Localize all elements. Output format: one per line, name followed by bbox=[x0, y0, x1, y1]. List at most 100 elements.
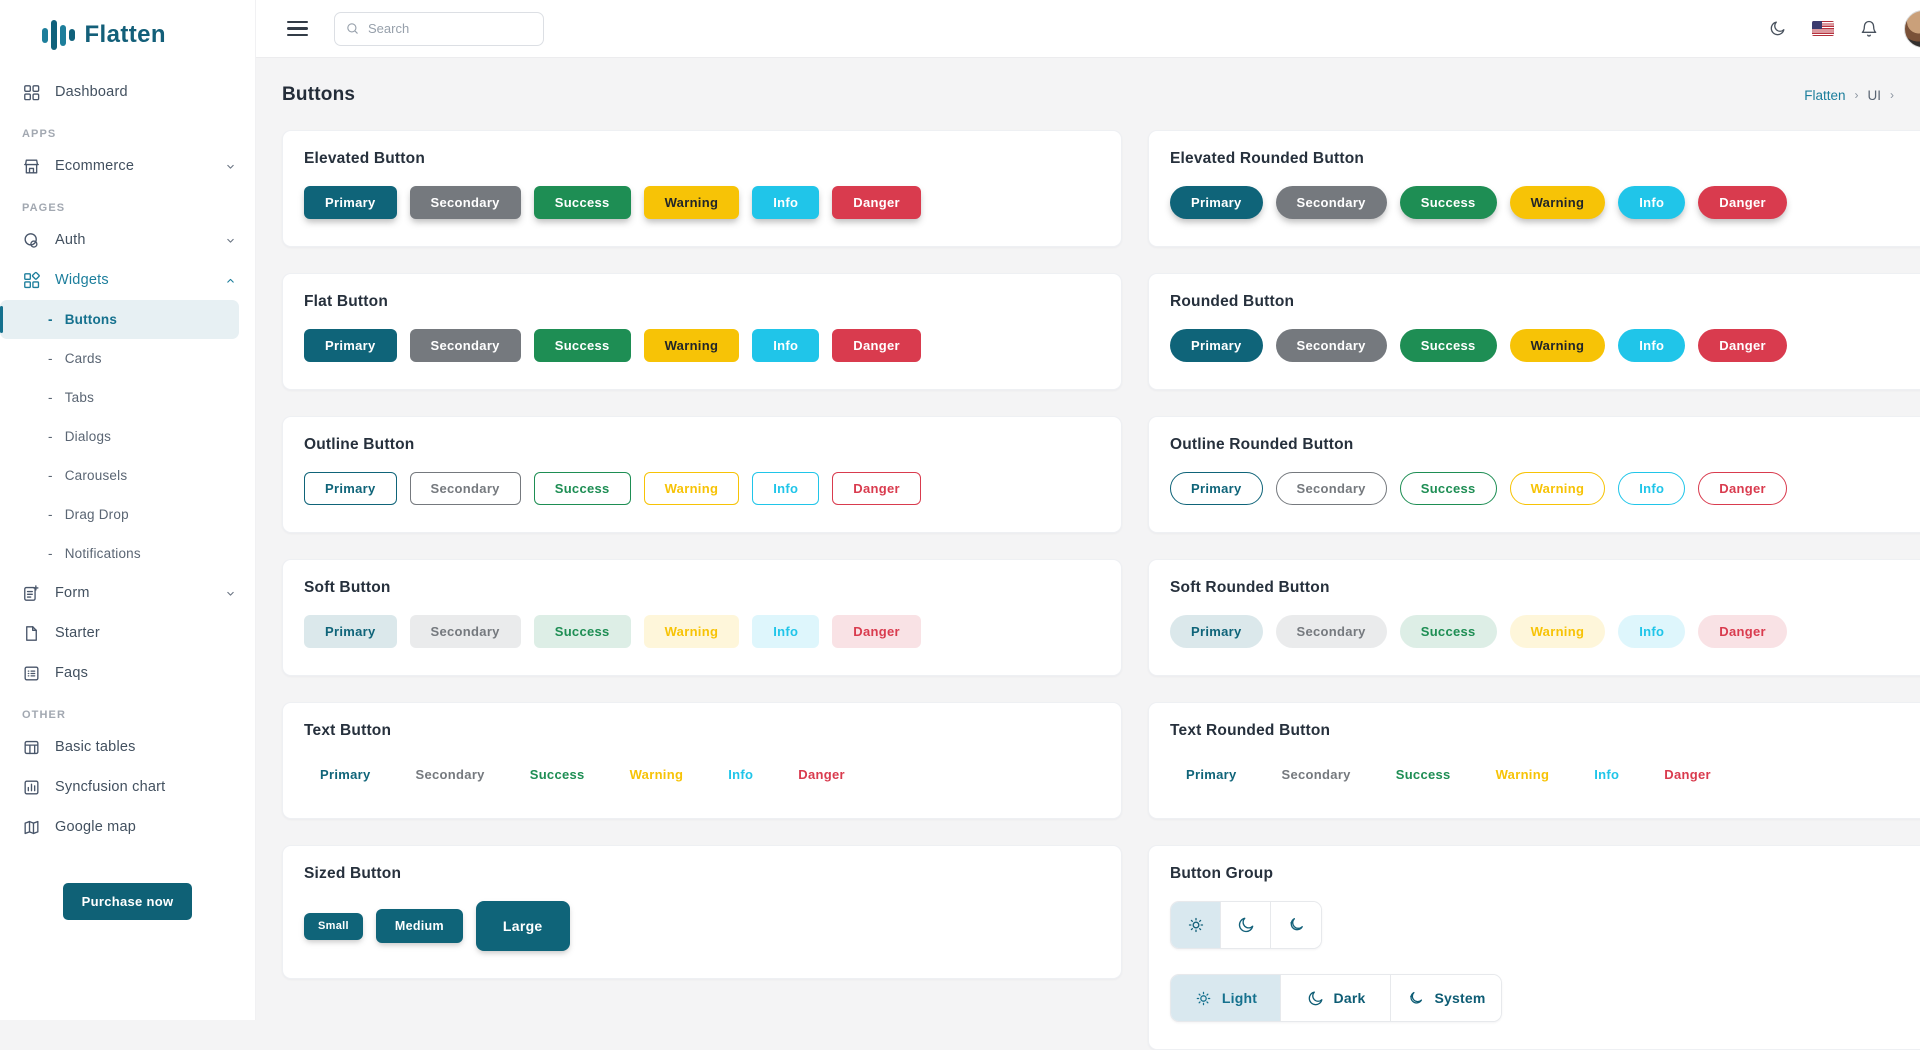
elevated-primary-button[interactable]: Primary bbox=[304, 186, 397, 219]
text-secondary-button[interactable]: Secondary bbox=[400, 758, 501, 791]
sidebar-subitem-notifications[interactable]: - Notifications bbox=[0, 534, 239, 573]
flat-danger-button[interactable]: Danger bbox=[832, 329, 921, 362]
outline-rounded-success-button[interactable]: Success bbox=[1399, 472, 1497, 505]
sidebar-item-widgets[interactable]: Widgets bbox=[0, 260, 255, 300]
sidebar-item-form[interactable]: Form bbox=[0, 573, 255, 613]
elevated-rounded-info-button[interactable]: Info bbox=[1618, 186, 1686, 219]
elevated-info-button[interactable]: Info bbox=[752, 186, 820, 219]
theme-dark-icon-button[interactable] bbox=[1221, 902, 1271, 948]
card-elevated-button: Elevated Button Primary Secondary Success Wa… bbox=[282, 130, 1122, 247]
text-rounded-primary-button[interactable]: Primary bbox=[1170, 758, 1253, 791]
soft-rounded-info-button[interactable]: Info bbox=[1618, 615, 1686, 648]
sidebar-item-faqs[interactable]: Faqs bbox=[0, 653, 255, 693]
flat-rounded-secondary-button[interactable]: Secondary bbox=[1275, 329, 1387, 362]
theme-dark-button[interactable]: Dark bbox=[1281, 975, 1391, 1021]
outline-rounded-warning-button[interactable]: Warning bbox=[1509, 472, 1606, 505]
elevated-rounded-secondary-button[interactable]: Secondary bbox=[1275, 186, 1387, 219]
sidebar-subitem-drag-drop[interactable]: - Drag Drop bbox=[0, 495, 239, 534]
flat-rounded-info-button[interactable]: Info bbox=[1618, 329, 1686, 362]
text-warning-button[interactable]: Warning bbox=[614, 758, 700, 791]
text-info-button[interactable]: Info bbox=[712, 758, 769, 791]
sidebar-subitem-cards[interactable]: - Cards bbox=[0, 339, 239, 378]
soft-rounded-secondary-button[interactable]: Secondary bbox=[1275, 615, 1387, 648]
soft-rounded-success-button[interactable]: Success bbox=[1399, 615, 1497, 648]
bell-icon[interactable] bbox=[1859, 19, 1879, 39]
sidebar-subitem-tabs[interactable]: - Tabs bbox=[0, 378, 239, 417]
text-rounded-warning-button[interactable]: Warning bbox=[1480, 758, 1566, 791]
moon-icon[interactable] bbox=[1768, 19, 1787, 38]
text-success-button[interactable]: Success bbox=[514, 758, 601, 791]
text-rounded-secondary-button[interactable]: Secondary bbox=[1266, 758, 1367, 791]
flat-warning-button[interactable]: Warning bbox=[643, 329, 740, 362]
sidebar-item-label: Faqs bbox=[55, 665, 89, 681]
outline-rounded-info-button[interactable]: Info bbox=[1618, 472, 1686, 505]
flat-rounded-success-button[interactable]: Success bbox=[1399, 329, 1497, 362]
sidebar-item-starter[interactable]: Starter bbox=[0, 613, 255, 653]
theme-system-icon-button[interactable] bbox=[1271, 902, 1321, 948]
soft-rounded-danger-button[interactable]: Danger bbox=[1698, 615, 1787, 648]
outline-success-button[interactable]: Success bbox=[533, 472, 631, 505]
elevated-danger-button[interactable]: Danger bbox=[832, 186, 921, 219]
soft-rounded-warning-button[interactable]: Warning bbox=[1509, 615, 1606, 648]
lg-size-button[interactable]: Large bbox=[475, 901, 570, 951]
flat-primary-button[interactable]: Primary bbox=[304, 329, 397, 362]
elevated-rounded-success-button[interactable]: Success bbox=[1399, 186, 1497, 219]
text-primary-button[interactable]: Primary bbox=[304, 758, 387, 791]
text-rounded-info-button[interactable]: Info bbox=[1578, 758, 1635, 791]
breadcrumb-item-flatten[interactable]: Flatten bbox=[1804, 87, 1846, 103]
us-flag-icon[interactable] bbox=[1812, 21, 1834, 36]
soft-warning-button[interactable]: Warning bbox=[643, 615, 740, 648]
sidebar-item-auth[interactable]: Auth bbox=[0, 220, 255, 260]
theme-light-icon-button[interactable] bbox=[1171, 902, 1221, 948]
widgets-icon bbox=[24, 271, 40, 288]
outline-danger-button[interactable]: Danger bbox=[832, 472, 921, 505]
card-outline-rounded-button: Outline Rounded Button Primary Secondary Su… bbox=[1148, 416, 1920, 533]
sidebar-item-basic-tables[interactable]: Basic tables bbox=[0, 727, 255, 767]
elevated-success-button[interactable]: Success bbox=[533, 186, 631, 219]
soft-info-button[interactable]: Info bbox=[752, 615, 820, 648]
outline-rounded-primary-button[interactable]: Primary bbox=[1170, 472, 1263, 505]
soft-success-button[interactable]: Success bbox=[533, 615, 631, 648]
flat-info-button[interactable]: Info bbox=[752, 329, 820, 362]
soft-primary-button[interactable]: Primary bbox=[304, 615, 397, 648]
sidebar-subitem-buttons[interactable]: - Buttons bbox=[0, 300, 239, 339]
elevated-rounded-primary-button[interactable]: Primary bbox=[1170, 186, 1263, 219]
outline-rounded-secondary-button[interactable]: Secondary bbox=[1275, 472, 1387, 505]
sidebar-item-syncfusion-chart[interactable]: Syncfusion chart bbox=[0, 767, 255, 807]
sidebar-subitem-carousels[interactable]: - Carousels bbox=[0, 456, 239, 495]
flat-success-button[interactable]: Success bbox=[533, 329, 631, 362]
soft-rounded-primary-button[interactable]: Primary bbox=[1170, 615, 1263, 648]
app-logo[interactable]: Flatten bbox=[0, 0, 255, 64]
sidebar-item-dashboard[interactable]: Dashboard bbox=[0, 72, 255, 112]
text-rounded-success-button[interactable]: Success bbox=[1380, 758, 1467, 791]
card-elevated-rounded-button: Elevated Rounded Button Primary Secondary S… bbox=[1148, 130, 1920, 247]
outline-warning-button[interactable]: Warning bbox=[643, 472, 740, 505]
sidebar-subitem-dialogs[interactable]: - Dialogs bbox=[0, 417, 239, 456]
outline-info-button[interactable]: Info bbox=[752, 472, 820, 505]
flat-rounded-warning-button[interactable]: Warning bbox=[1509, 329, 1606, 362]
outline-secondary-button[interactable]: Secondary bbox=[409, 472, 521, 505]
elevated-warning-button[interactable]: Warning bbox=[643, 186, 740, 219]
menu-icon[interactable] bbox=[287, 21, 308, 36]
flat-rounded-primary-button[interactable]: Primary bbox=[1170, 329, 1263, 362]
elevated-rounded-danger-button[interactable]: Danger bbox=[1698, 186, 1787, 219]
flat-rounded-danger-button[interactable]: Danger bbox=[1698, 329, 1787, 362]
soft-danger-button[interactable]: Danger bbox=[832, 615, 921, 648]
theme-light-button[interactable]: Light bbox=[1171, 975, 1281, 1021]
theme-system-button[interactable]: System bbox=[1391, 975, 1501, 1021]
purchase-now-button[interactable]: Purchase now bbox=[62, 883, 193, 920]
sidebar-item-ecommerce[interactable]: Ecommerce bbox=[0, 146, 255, 186]
elevated-secondary-button[interactable]: Secondary bbox=[409, 186, 521, 219]
sm-size-button[interactable]: Small bbox=[304, 912, 363, 940]
flat-secondary-button[interactable]: Secondary bbox=[409, 329, 521, 362]
outline-primary-button[interactable]: Primary bbox=[304, 472, 397, 505]
sidebar-item-google-map[interactable]: Google map bbox=[0, 807, 255, 847]
user-avatar[interactable] bbox=[1904, 9, 1920, 48]
soft-secondary-button[interactable]: Secondary bbox=[409, 615, 521, 648]
elevated-rounded-warning-button[interactable]: Warning bbox=[1509, 186, 1606, 219]
outline-rounded-danger-button[interactable]: Danger bbox=[1698, 472, 1787, 505]
md-size-button[interactable]: Medium bbox=[375, 908, 463, 944]
search-input[interactable] bbox=[368, 21, 533, 36]
text-rounded-danger-button[interactable]: Danger bbox=[1648, 758, 1727, 791]
text-danger-button[interactable]: Danger bbox=[782, 758, 861, 791]
